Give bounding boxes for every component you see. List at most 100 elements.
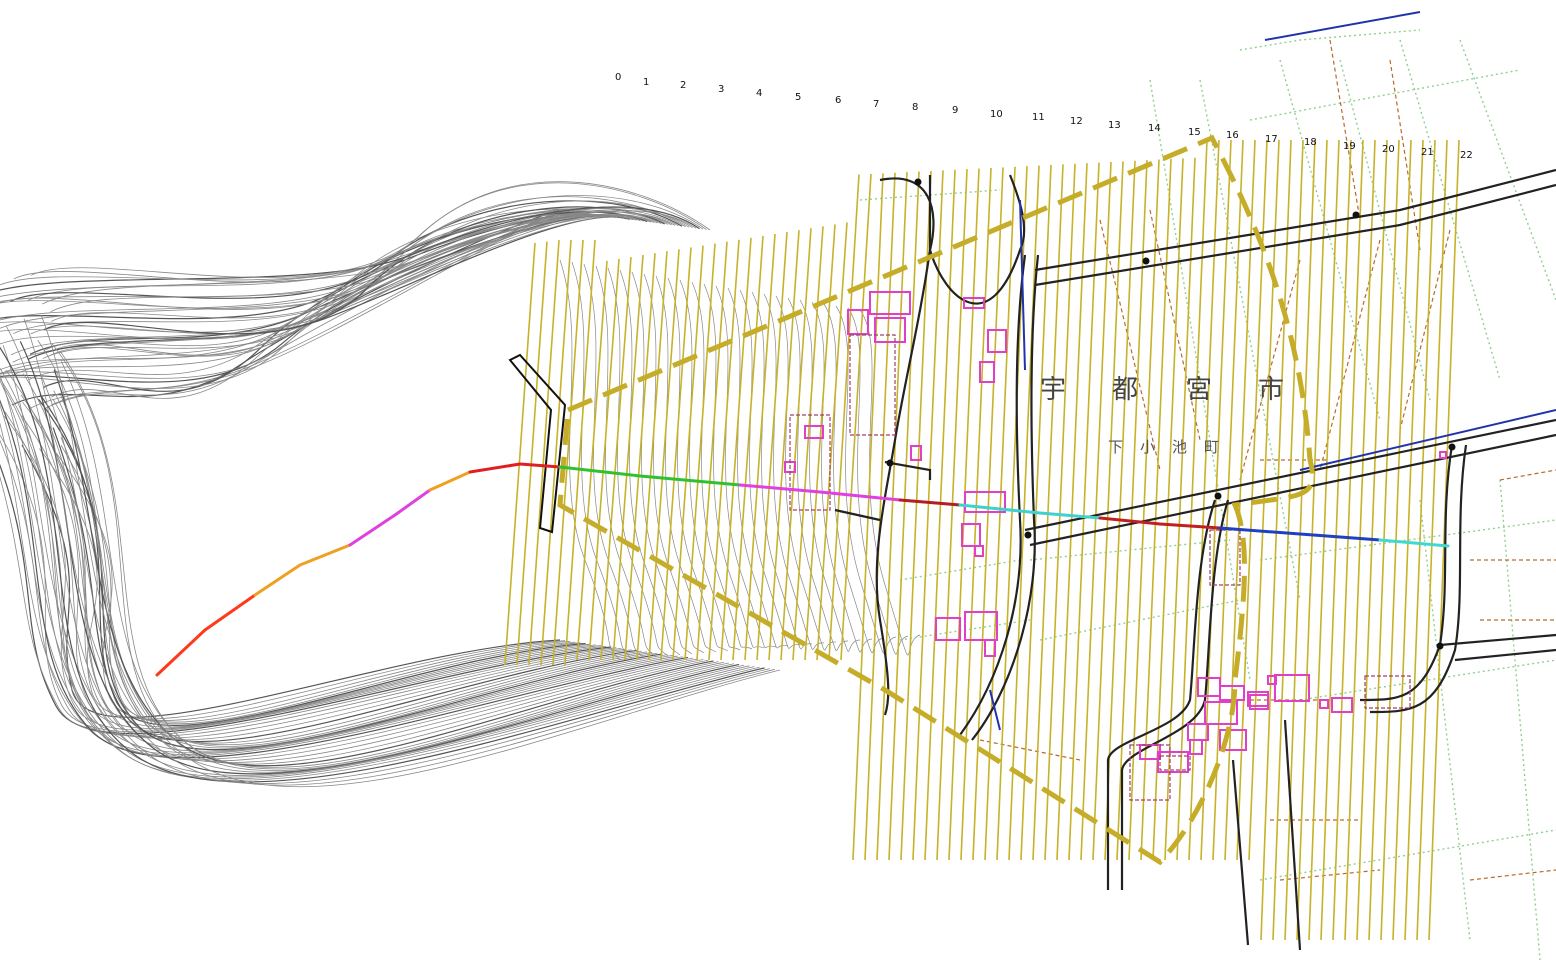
hatch-line bbox=[660, 247, 692, 661]
building-outline bbox=[1187, 723, 1209, 741]
building-outline bbox=[1319, 699, 1329, 709]
profile-segment bbox=[393, 488, 432, 517]
section-number: 13 bbox=[1108, 120, 1121, 131]
profile-segment bbox=[155, 628, 207, 677]
hatch-line bbox=[1068, 162, 1100, 861]
waterway bbox=[1299, 409, 1556, 471]
road-line bbox=[1120, 499, 1230, 890]
town-label-char: 町 bbox=[1204, 438, 1219, 456]
city-label-char: 宮 bbox=[1186, 375, 1212, 405]
survey-area-boundary bbox=[557, 134, 1315, 866]
hatch-line bbox=[792, 226, 824, 661]
building-outline bbox=[935, 617, 961, 641]
section-number: 1 bbox=[643, 77, 649, 88]
waterway bbox=[1264, 11, 1421, 41]
contour-line bbox=[42, 215, 658, 749]
contour-line bbox=[0, 213, 607, 733]
field-border bbox=[1279, 59, 1381, 421]
building-outline bbox=[1274, 674, 1310, 702]
town-label-char: 池 bbox=[1172, 438, 1187, 456]
contour-line bbox=[583, 263, 645, 659]
retaining-structure bbox=[508, 353, 567, 534]
buildings bbox=[784, 291, 1447, 801]
hatch-line bbox=[564, 239, 596, 666]
contour-line bbox=[0, 196, 745, 776]
contour-line bbox=[43, 210, 571, 721]
profile-segment bbox=[428, 470, 472, 492]
building-lot bbox=[1209, 529, 1241, 586]
section-number: 11 bbox=[1032, 112, 1045, 123]
section-number: 4 bbox=[756, 88, 762, 99]
building-outline bbox=[987, 329, 1007, 353]
section-number: 17 bbox=[1265, 134, 1278, 145]
contour-line bbox=[763, 293, 825, 650]
hatch-line bbox=[1080, 161, 1112, 861]
wall-outline bbox=[508, 353, 567, 534]
hatch-line bbox=[744, 233, 776, 661]
contour-line bbox=[0, 214, 617, 736]
field-border bbox=[1499, 479, 1541, 961]
contour-line bbox=[715, 285, 777, 649]
place-labels: 宇 都 宮 市 下 小 池 町 bbox=[1040, 375, 1284, 456]
lot-line bbox=[1149, 209, 1201, 441]
hatch-line bbox=[780, 228, 812, 661]
survey-point bbox=[1448, 443, 1456, 451]
hatch-line bbox=[684, 243, 716, 661]
hatch-line bbox=[516, 241, 548, 666]
field-border bbox=[1459, 39, 1556, 301]
contour-line bbox=[0, 195, 770, 784]
survey-point bbox=[886, 459, 894, 467]
hatch-line bbox=[864, 172, 896, 861]
lot-line bbox=[1499, 469, 1556, 481]
roads bbox=[834, 168, 1556, 951]
field-border bbox=[1239, 29, 1421, 51]
hatch-line bbox=[756, 232, 788, 661]
road-line bbox=[884, 460, 932, 480]
hatch-line bbox=[588, 258, 620, 661]
section-number: 20 bbox=[1382, 144, 1395, 155]
hatch-line bbox=[576, 260, 608, 661]
section-number: 10 bbox=[990, 109, 1003, 120]
contour-line bbox=[0, 210, 760, 781]
section-number: 3 bbox=[718, 84, 724, 95]
profile-segment bbox=[1038, 511, 1102, 520]
section-number: 2 bbox=[680, 80, 686, 91]
lot-line bbox=[1399, 229, 1451, 431]
hatch-line bbox=[960, 167, 992, 861]
field-border bbox=[1249, 69, 1521, 121]
building-outline bbox=[1157, 751, 1189, 773]
contour-line bbox=[43, 206, 714, 767]
building-outline bbox=[979, 361, 995, 383]
section-number: 16 bbox=[1226, 130, 1239, 141]
road-line bbox=[875, 177, 935, 716]
contour-line bbox=[775, 295, 837, 651]
lot-line bbox=[1329, 39, 1361, 221]
profile-segment bbox=[1298, 532, 1382, 542]
contour-line bbox=[667, 277, 729, 652]
building-outline bbox=[1267, 675, 1277, 685]
contour-line bbox=[0, 206, 765, 783]
hatch-line bbox=[816, 222, 848, 661]
hatch-line bbox=[1176, 139, 1208, 861]
contour-line bbox=[751, 291, 813, 650]
contour-line bbox=[691, 281, 753, 650]
hatch-line bbox=[1056, 163, 1088, 861]
waterway bbox=[989, 689, 1001, 731]
hatch-line bbox=[948, 168, 980, 861]
hatch-line bbox=[648, 249, 680, 661]
town-label-char: 下 bbox=[1108, 438, 1123, 456]
section-number: 21 bbox=[1421, 147, 1434, 158]
section-number: 7 bbox=[873, 99, 879, 110]
hatch-line bbox=[600, 256, 632, 661]
contour-line bbox=[595, 265, 657, 658]
contour-line bbox=[11, 212, 596, 730]
hatch-line bbox=[876, 172, 908, 861]
waterways bbox=[989, 11, 1556, 731]
section-number: 22 bbox=[1460, 150, 1473, 161]
field-border bbox=[1149, 79, 1251, 681]
profile-segment bbox=[468, 462, 522, 474]
building-outline bbox=[847, 309, 869, 335]
lot-line bbox=[1319, 239, 1381, 471]
profile-segment bbox=[1378, 538, 1450, 548]
